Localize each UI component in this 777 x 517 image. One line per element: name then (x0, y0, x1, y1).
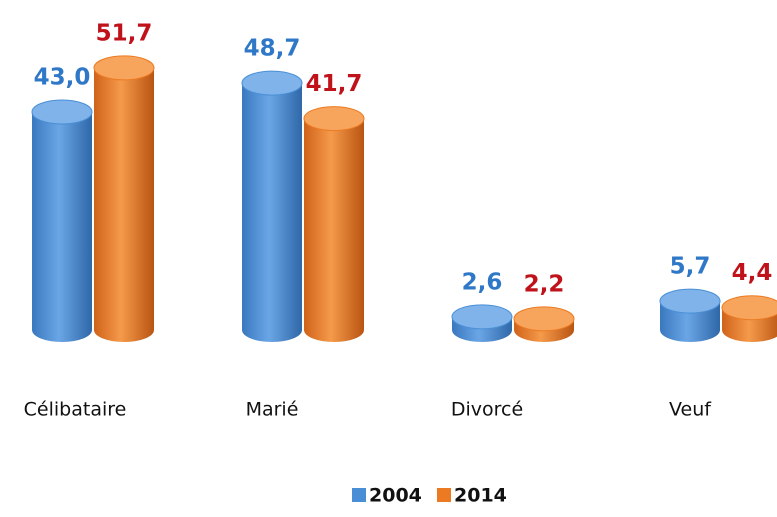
bar-top (659, 288, 721, 314)
data-label: 2,2 (524, 271, 565, 297)
data-label: 4,4 (732, 260, 773, 286)
bar-top (451, 304, 513, 330)
data-label: 2,6 (462, 269, 503, 295)
bar-top (241, 70, 303, 96)
bar (242, 83, 302, 342)
x-tick-label: Divorcé (451, 399, 523, 421)
bar-top (721, 295, 777, 321)
data-label: 5,7 (670, 254, 711, 280)
bar (94, 67, 154, 343)
data-label: 48,7 (244, 36, 301, 62)
legend-swatch (437, 488, 451, 502)
data-label: 41,7 (306, 71, 363, 97)
bar-top (31, 99, 93, 125)
bar (304, 118, 364, 343)
x-tick-label: Marié (246, 399, 299, 421)
legend-label: 2004 (369, 485, 422, 507)
legend-swatch (352, 488, 366, 502)
legend-label: 2014 (454, 485, 507, 507)
data-label: 43,0 (34, 64, 91, 90)
bar-top (303, 106, 365, 132)
bar-top (93, 55, 155, 81)
bar-top (513, 306, 575, 332)
bar (32, 111, 92, 343)
x-tick-label: Célibataire (24, 399, 127, 421)
data-label: 51,7 (96, 20, 153, 46)
x-tick-label: Veuf (669, 399, 712, 421)
